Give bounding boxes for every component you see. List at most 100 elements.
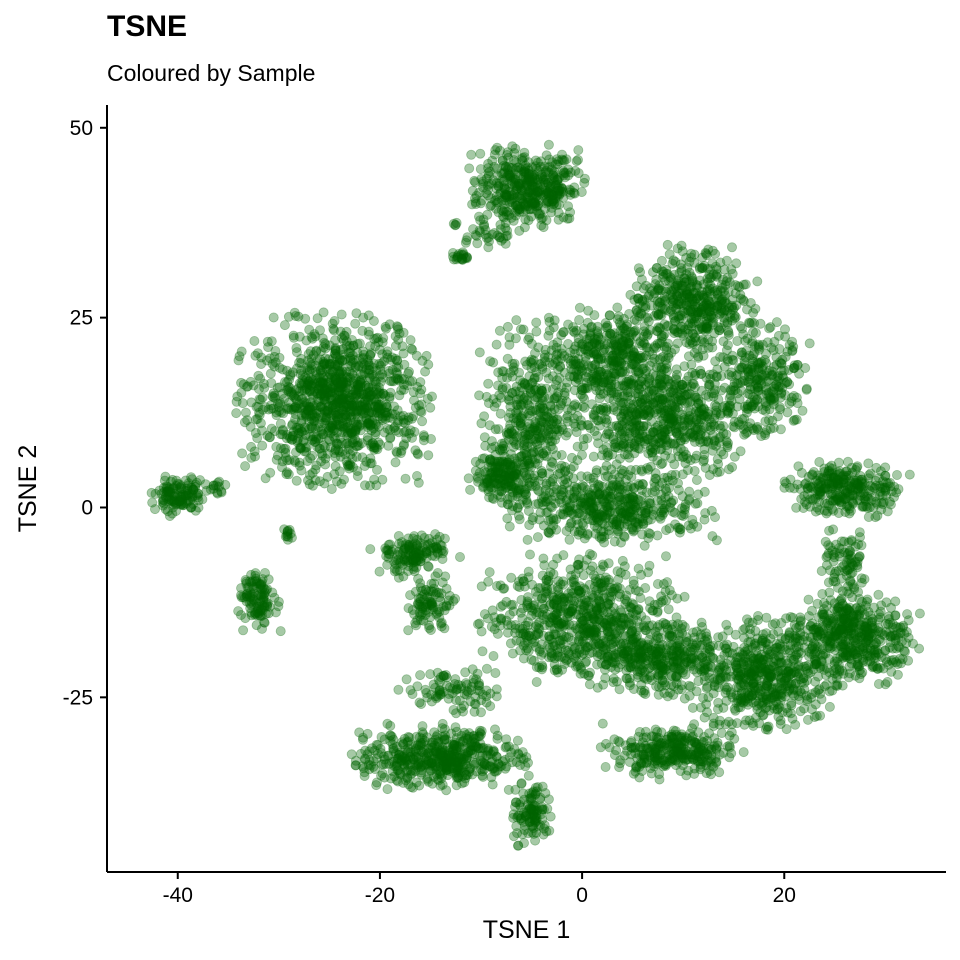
scatter-point — [540, 189, 551, 200]
scatter-point — [538, 804, 549, 815]
scatter-point — [383, 440, 394, 451]
scatter-point — [660, 295, 671, 306]
scatter-point — [483, 398, 494, 409]
scatter-point — [524, 204, 535, 215]
scatter-point — [351, 440, 362, 451]
scatter-point — [549, 175, 560, 186]
scatter-point — [256, 425, 267, 436]
scatter-point — [486, 436, 497, 447]
scatter-point — [320, 339, 331, 350]
scatter-point — [345, 449, 356, 460]
scatter-point — [390, 457, 401, 468]
scatter-point — [549, 393, 560, 404]
scatter-point — [516, 193, 527, 204]
scatter-point — [502, 149, 513, 160]
scatter-point — [637, 372, 648, 383]
scatter-point — [240, 461, 251, 472]
scatter-point — [552, 188, 563, 199]
scatter-point — [616, 337, 627, 348]
scatter-point — [527, 176, 538, 187]
scatter-point — [472, 238, 483, 249]
scatter-point — [278, 443, 289, 454]
scatter-point — [470, 198, 481, 209]
scatter-point — [371, 384, 382, 395]
scatter-point — [517, 155, 528, 166]
scatter-point — [473, 211, 484, 222]
scatter-point — [349, 392, 360, 403]
scatter-point — [608, 368, 619, 379]
scatter-point — [535, 179, 546, 190]
scatter-point — [483, 378, 494, 389]
scatter-point — [597, 450, 608, 461]
scatter-point — [518, 172, 529, 183]
scatter-point — [564, 184, 575, 195]
scatter-point — [797, 405, 808, 416]
scatter-point — [470, 465, 481, 476]
scatter-point — [482, 209, 493, 220]
scatter-point — [574, 302, 585, 313]
scatter-point — [501, 171, 512, 182]
scatter-point — [216, 486, 227, 497]
scatter-point — [604, 310, 615, 321]
scatter-point — [510, 174, 521, 185]
scatter-point — [732, 401, 743, 412]
scatter-point — [711, 405, 722, 416]
scatter-point — [531, 201, 542, 212]
scatter-point — [722, 316, 733, 327]
scatter-point — [782, 407, 793, 418]
scatter-point — [540, 174, 551, 185]
scatter-point — [556, 422, 567, 433]
scatter-point — [657, 395, 668, 406]
scatter-point — [516, 163, 527, 174]
scatter-point — [234, 351, 245, 362]
scatter-point — [433, 587, 444, 598]
scatter-point — [543, 190, 554, 201]
scatter-point — [547, 196, 558, 207]
scatter-point — [541, 367, 552, 378]
scatter-point — [365, 544, 376, 555]
scatter-point — [716, 305, 727, 316]
scatter-point — [539, 450, 550, 461]
scatter-point — [701, 322, 712, 333]
scatter-point — [549, 166, 560, 177]
scatter-point — [601, 442, 612, 453]
scatter-point — [337, 355, 348, 366]
scatter-point — [690, 287, 701, 298]
scatter-point — [520, 811, 531, 822]
scatter-point — [485, 201, 496, 212]
scatter-point — [359, 480, 370, 491]
scatter-point — [377, 768, 388, 779]
scatter-point — [706, 388, 717, 399]
scatter-point — [546, 197, 557, 208]
scatter-point — [505, 172, 516, 183]
scatter-point — [336, 309, 347, 320]
scatter-point — [502, 225, 513, 236]
scatter-point — [450, 220, 461, 231]
scatter-point — [540, 439, 551, 450]
scatter-point — [523, 215, 534, 226]
scatter-point — [377, 474, 388, 485]
scatter-point — [502, 353, 513, 364]
scatter-point — [147, 497, 158, 508]
scatter-point — [523, 201, 534, 212]
scatter-point — [411, 350, 422, 361]
scatter-point — [495, 445, 506, 456]
scatter-point — [498, 366, 509, 377]
scatter-point — [388, 423, 399, 434]
scatter-point — [374, 439, 385, 450]
scatter-point — [364, 746, 375, 757]
scatter-point — [519, 165, 530, 176]
scatter-point — [345, 347, 356, 358]
scatter-point — [735, 446, 746, 457]
scatter-point — [709, 286, 720, 297]
scatter-point — [497, 211, 508, 222]
scatter-point — [483, 190, 494, 201]
scatter-point — [299, 425, 310, 436]
scatter-point — [426, 689, 437, 700]
scatter-point — [478, 176, 489, 187]
scatter-point — [531, 163, 542, 174]
scatter-point — [523, 770, 534, 781]
scatter-point — [665, 306, 676, 317]
scatter-point — [568, 461, 579, 472]
scatter-point — [449, 739, 460, 750]
